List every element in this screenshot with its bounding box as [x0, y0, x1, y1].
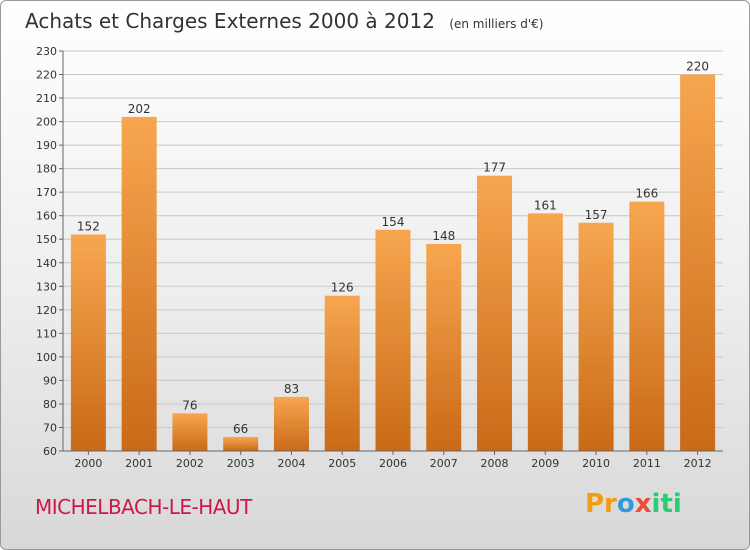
- bar-value-label: 166: [635, 187, 658, 201]
- x-tick-label: 2011: [633, 457, 661, 470]
- y-tick-label: 170: [36, 186, 57, 199]
- y-tick-label: 220: [36, 69, 57, 82]
- logo-part-2: o: [616, 489, 635, 519]
- commune-name: MICHELBACH-LE-HAUT: [35, 495, 252, 519]
- bar-value-label: 202: [128, 102, 151, 116]
- y-tick-label: 70: [43, 421, 57, 434]
- y-tick-label: 210: [36, 92, 57, 105]
- bar-value-label: 177: [483, 161, 506, 175]
- bar-value-label: 148: [432, 229, 455, 243]
- bar-value-label: 76: [182, 398, 197, 412]
- y-tick-label: 80: [43, 398, 57, 411]
- bar: [680, 74, 716, 451]
- bar-value-label: 126: [331, 281, 354, 295]
- bar-value-label: 157: [585, 208, 608, 222]
- logo-part-4: iti: [651, 489, 682, 519]
- y-tick-label: 130: [36, 280, 57, 293]
- y-tick-label: 140: [36, 257, 57, 270]
- proxiti-logo: Proxiti: [585, 489, 682, 519]
- bar: [324, 295, 360, 451]
- x-tick-label: 2008: [481, 457, 509, 470]
- bar-value-label: 66: [233, 422, 248, 436]
- bar-value-label: 220: [686, 60, 709, 74]
- logo-part-1: Pr: [585, 489, 617, 519]
- x-tick-label: 2012: [684, 457, 712, 470]
- chart-title: Achats et Charges Externes 2000 à 2012 (…: [25, 9, 543, 33]
- y-tick-label: 110: [36, 327, 57, 340]
- bar-value-label: 154: [382, 215, 405, 229]
- bar: [375, 229, 411, 451]
- bars-group: 152 202 76 66 83 126 154 148 177 161 157 166 220: [70, 60, 716, 452]
- bar: [426, 243, 462, 451]
- bar: [121, 116, 157, 451]
- x-tick-label: 2009: [531, 457, 559, 470]
- axes-group: 60 70 80 90 100 110 120 130 140 150 160 170 180 190 20…: [36, 45, 723, 470]
- y-tick-label: 150: [36, 233, 57, 246]
- bar: [527, 213, 563, 451]
- y-tick-label: 230: [36, 45, 57, 58]
- y-tick-label: 180: [36, 163, 57, 176]
- bar: [273, 396, 309, 451]
- bar: [629, 201, 665, 451]
- y-tick-label: 190: [36, 139, 57, 152]
- chart-title-text: Achats et Charges Externes 2000 à 2012: [25, 9, 435, 33]
- logo-part-3: x: [634, 489, 652, 519]
- x-tick-label: 2010: [582, 457, 610, 470]
- x-tick-label: 2003: [227, 457, 255, 470]
- x-tick-label: 2001: [125, 457, 153, 470]
- chart-unit: (en milliers d'€): [449, 17, 544, 31]
- x-tick-label: 2006: [379, 457, 407, 470]
- y-tick-label: 90: [43, 374, 57, 387]
- bar: [172, 413, 208, 451]
- x-tick-label: 2004: [277, 457, 305, 470]
- y-tick-label: 200: [36, 116, 57, 129]
- x-tick-label: 2005: [328, 457, 356, 470]
- bar: [70, 234, 106, 451]
- bar-value-label: 83: [284, 382, 299, 396]
- bar: [578, 222, 614, 451]
- x-tick-label: 2007: [430, 457, 458, 470]
- y-tick-label: 160: [36, 210, 57, 223]
- bar-value-label: 152: [77, 220, 100, 234]
- y-tick-label: 100: [36, 351, 57, 364]
- x-tick-label: 2000: [74, 457, 102, 470]
- y-tick-label: 60: [43, 445, 57, 458]
- bar-value-label: 161: [534, 198, 557, 212]
- bar: [477, 175, 513, 452]
- x-tick-label: 2002: [176, 457, 204, 470]
- y-tick-label: 120: [36, 304, 57, 317]
- bar: [223, 436, 259, 451]
